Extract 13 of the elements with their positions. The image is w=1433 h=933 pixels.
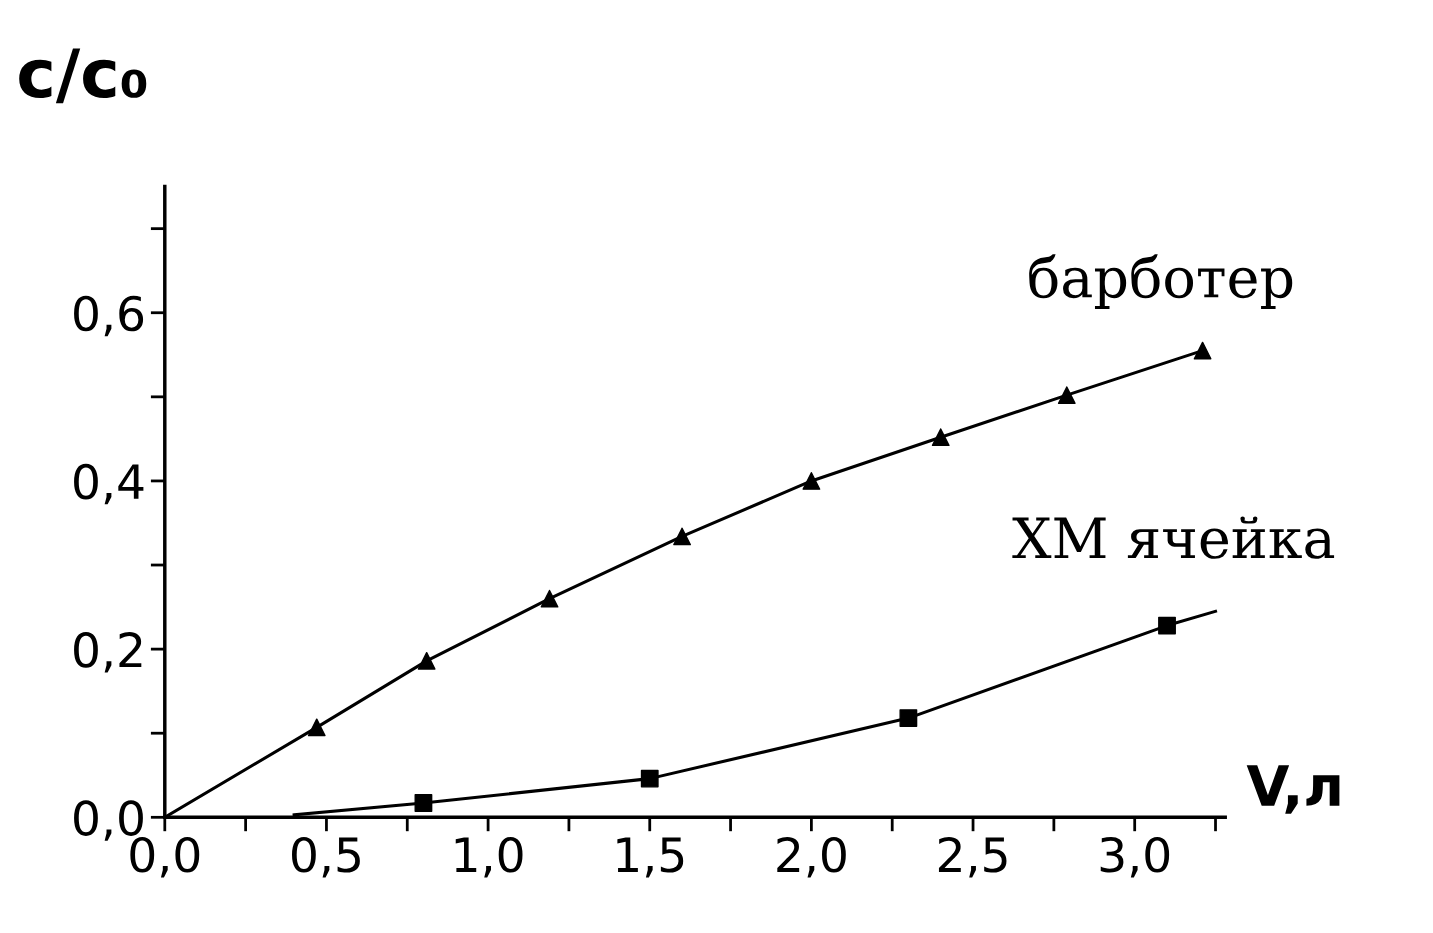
series-label: ХМ ячейка [1012, 516, 1335, 559]
y-tick-label: 0,6 [74, 295, 144, 337]
y-tick-label: 0,2 [74, 632, 142, 673]
x-tick-label: 3,0 [1100, 836, 1170, 878]
x-tick-label: 1,5 [617, 837, 684, 878]
y-tick-label: 0,4 [74, 463, 144, 505]
x-axis-title: V,л [1246, 765, 1340, 814]
series-label: барботер [1029, 254, 1293, 309]
y-axis-title: c/c₀ [19, 48, 147, 104]
x-tick-label: 2,5 [938, 836, 1007, 878]
x-tick-label: 0,5 [292, 836, 360, 878]
x-tick-label: 2,0 [777, 836, 846, 878]
x-tick-label: 1,0 [455, 836, 523, 878]
